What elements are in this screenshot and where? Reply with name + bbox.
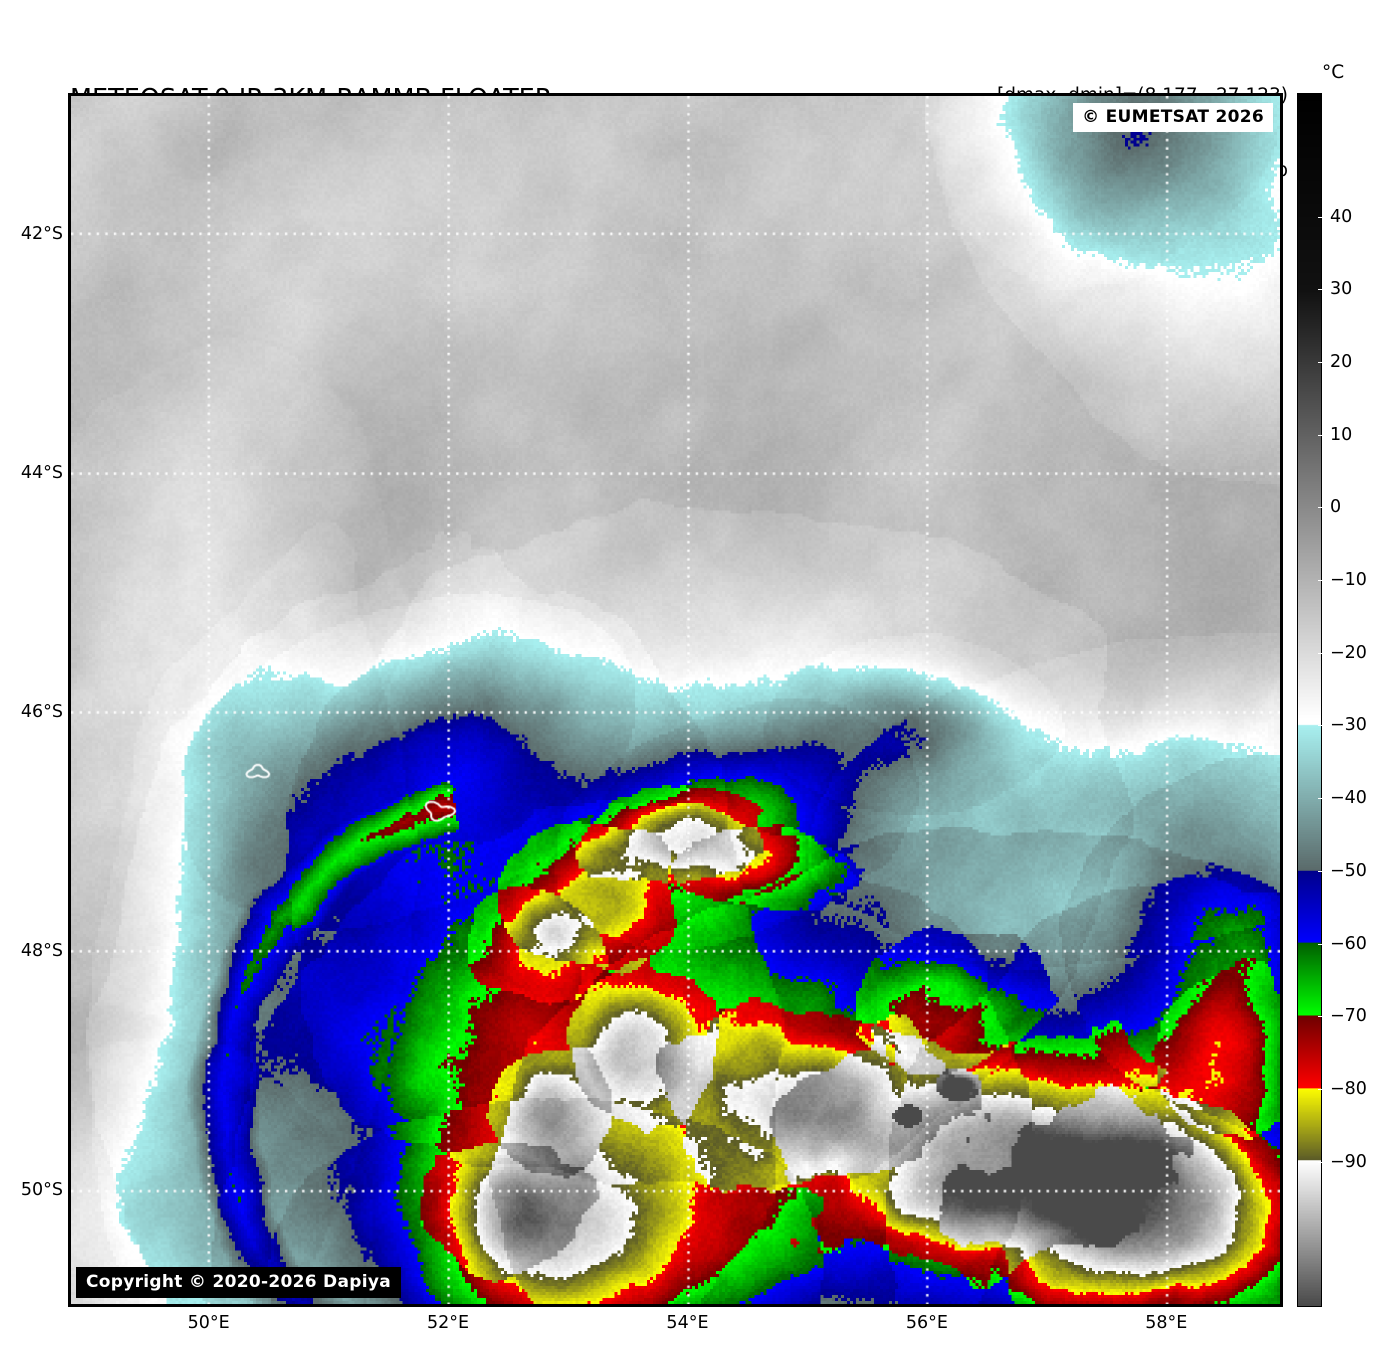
colorbar-gradient <box>1298 94 1321 1306</box>
colorbar-tick--50: −50 <box>1330 860 1367 881</box>
lat-tick-label: 46°S <box>20 701 63 722</box>
lat-tick-label: 48°S <box>20 941 63 962</box>
eumetsat-copyright-badge: © EUMETSAT 2026 <box>1073 103 1273 132</box>
lat-tick-label: 44°S <box>20 462 63 483</box>
colorbar-tick-0: 0 <box>1330 497 1342 518</box>
colorbar-tick-30: 30 <box>1330 279 1353 300</box>
colorbar-tick--30: −30 <box>1330 715 1367 736</box>
colorbar-tick-mark <box>1318 362 1323 363</box>
colorbar-tick-mark <box>1318 217 1323 218</box>
satellite-image-plot[interactable]: © EUMETSAT 2026 Copyright © 2020-2026 Da… <box>68 93 1283 1307</box>
lon-tick-label: 54°E <box>666 1313 709 1333</box>
lat-tick-label: 42°S <box>20 223 63 244</box>
colorbar-tick-20: 20 <box>1330 351 1353 372</box>
colorbar-tick-mark <box>1318 507 1323 508</box>
colorbar-tick--20: −20 <box>1330 642 1367 663</box>
dapiya-copyright-badge: Copyright © 2020-2026 Dapiya <box>76 1267 401 1298</box>
lat-tick-label: 50°S <box>20 1180 63 1201</box>
latlon-graticule <box>71 96 1280 1304</box>
colorbar-tick-mark <box>1318 944 1323 945</box>
lon-tick-label: 56°E <box>905 1313 948 1333</box>
colorbar-tick-mark <box>1318 435 1323 436</box>
colorbar-tick--10: −10 <box>1330 570 1367 591</box>
colorbar-tick-mark <box>1318 1016 1323 1017</box>
colorbar-tick-mark <box>1318 871 1323 872</box>
lon-tick-label: 52°E <box>427 1313 470 1333</box>
lon-tick-label: 50°E <box>187 1313 230 1333</box>
colorbar-tick--80: −80 <box>1330 1078 1367 1099</box>
temperature-colorbar[interactable] <box>1297 93 1322 1307</box>
colorbar-tick--70: −70 <box>1330 1006 1367 1027</box>
colorbar-tick-10: 10 <box>1330 424 1353 445</box>
colorbar-tick-mark <box>1318 1162 1323 1163</box>
colorbar-tick-mark <box>1318 653 1323 654</box>
colorbar-tick-mark <box>1318 1089 1323 1090</box>
colorbar-tick--90: −90 <box>1330 1151 1367 1172</box>
colorbar-tick-40: 40 <box>1330 206 1353 227</box>
colorbar-tick--60: −60 <box>1330 933 1367 954</box>
colorbar-tick--40: −40 <box>1330 788 1367 809</box>
colorbar-tick-mark <box>1318 725 1323 726</box>
colorbar-tick-mark <box>1318 289 1323 290</box>
colorbar-tick-mark <box>1318 798 1323 799</box>
colorbar-unit-label: °C <box>1322 62 1345 83</box>
lon-tick-label: 58°E <box>1145 1313 1188 1333</box>
colorbar-tick-mark <box>1318 580 1323 581</box>
